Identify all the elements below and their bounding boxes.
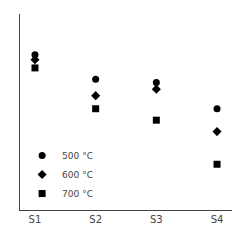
- svg-text:S1: S1: [29, 214, 42, 225]
- svg-text:700 °C: 700 °C: [62, 189, 93, 199]
- svg-text:S2: S2: [89, 214, 102, 225]
- svg-text:S3: S3: [150, 214, 163, 225]
- svg-text:500 °C: 500 °C: [62, 151, 93, 161]
- svg-text:S4: S4: [211, 214, 224, 225]
- svg-text:600 °C: 600 °C: [62, 170, 93, 180]
